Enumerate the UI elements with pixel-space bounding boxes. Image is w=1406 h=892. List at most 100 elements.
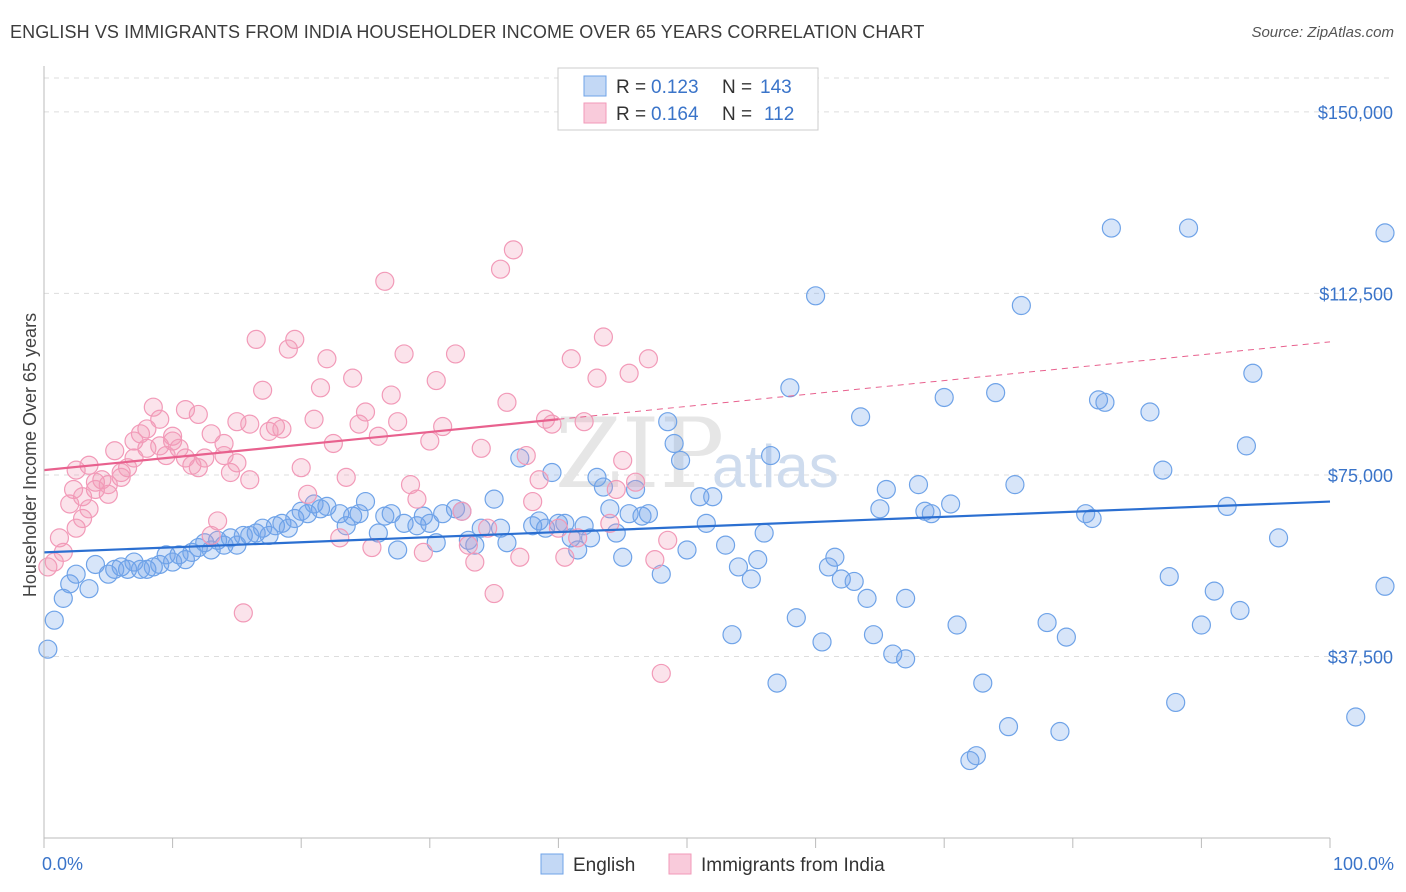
point-english-152 [1375,576,1395,596]
point-india-26 [195,448,215,468]
series-english-points [38,218,1395,771]
point-english-125 [973,673,993,693]
point-english-142 [1178,218,1199,238]
point-india-67 [465,552,485,572]
point-india-63 [433,416,453,437]
point-english-112 [870,499,890,519]
legend-n-value-english: 143 [760,77,792,98]
point-english-46 [355,491,376,512]
point-english-4 [66,564,86,584]
legend-n-label-india: N = [722,104,752,125]
point-india-86 [593,327,614,347]
point-english-150 [1346,707,1366,727]
point-english-82 [625,479,646,500]
point-english-3 [60,574,80,594]
legend-r-value-english: 0.123 [651,77,699,98]
point-english-80 [613,547,633,567]
trend-line-english [43,500,1331,554]
point-english-6 [85,554,106,575]
point-english-43 [336,516,356,536]
point-india-105 [163,426,183,446]
point-english-62 [484,489,504,509]
point-india-70 [484,583,504,604]
point-india-79 [542,414,562,434]
point-india-60 [413,542,433,562]
trend-line-india [43,418,559,472]
point-english-115 [896,649,916,669]
point-english-138 [1140,402,1160,422]
point-india-17 [137,419,157,439]
point-english-78 [600,499,620,519]
legend-box: R = 0.123 N = 143 R = 0.164 N = 112 [557,67,819,131]
x-tick-min: 0.0% [42,854,83,874]
point-english-132 [1056,627,1076,647]
point-india-25 [188,458,208,478]
point-english-149 [1268,528,1289,548]
point-india-55 [381,385,401,405]
point-india-43 [304,409,324,429]
point-india-41 [291,458,311,478]
watermark-atlas: atlas [712,433,839,500]
point-english-99 [760,445,781,466]
point-english-148 [1243,363,1263,383]
point-india-82 [561,349,581,369]
point-english-140 [1159,566,1179,587]
point-india-34 [246,329,266,350]
bottom-legend-swatch-english [540,853,564,875]
grid-lines [44,77,1394,657]
y-tick-label-0: $37,500 [1328,647,1393,667]
legend-r-value-india: 0.164 [651,104,699,125]
point-india-47 [330,528,350,548]
point-english-36 [285,508,305,529]
point-india-30 [220,462,241,483]
point-english-124 [966,746,986,766]
point-english-76 [587,467,607,487]
point-india-71 [490,259,511,279]
point-india-83 [568,528,588,548]
legend-swatch-india [583,102,607,124]
point-english-56 [433,504,453,524]
point-english-55 [426,533,446,553]
point-english-92 [703,487,723,507]
point-english-0 [38,639,58,659]
point-english-87 [664,433,684,454]
bottom-legend-india: Immigrants from India [701,855,885,876]
point-india-44 [310,378,331,398]
legend-r-label-india: R = [616,104,646,125]
point-english-101 [780,378,800,398]
point-india-96 [66,518,86,538]
point-india-90 [619,363,639,383]
point-english-103 [805,286,826,306]
point-english-117 [908,475,929,495]
point-india-77 [529,470,549,490]
point-india-65 [452,501,472,521]
point-english-45 [349,504,369,524]
y-axis-label: Householder Income Over 65 years [20,313,40,597]
y-tick-labels: $37,500 $75,000 $112,500 $150,000 [1318,103,1393,668]
point-india-81 [555,547,575,567]
point-india-46 [323,433,343,454]
point-english-116 [896,588,916,608]
point-india-111 [240,470,260,490]
point-india-88 [606,479,626,500]
point-english-122 [947,615,967,635]
legend-swatch-english [583,75,607,97]
point-india-33 [240,414,260,434]
point-india-64 [445,344,466,364]
point-india-42 [298,484,318,504]
point-india-106 [175,399,196,420]
point-india-28 [208,511,228,531]
point-english-139 [1153,460,1173,480]
point-english-129 [1011,295,1031,316]
point-india-84 [574,412,594,432]
point-english-86 [658,412,678,432]
point-india-69 [478,518,498,538]
point-english-120 [934,387,954,408]
point-english-104 [812,632,832,652]
point-english-146 [1230,600,1250,621]
series-india-points [38,240,678,684]
point-english-143 [1191,615,1212,635]
point-english-130 [1037,612,1057,633]
legend-n-label-english: N = [722,77,752,98]
point-india-72 [497,392,517,412]
